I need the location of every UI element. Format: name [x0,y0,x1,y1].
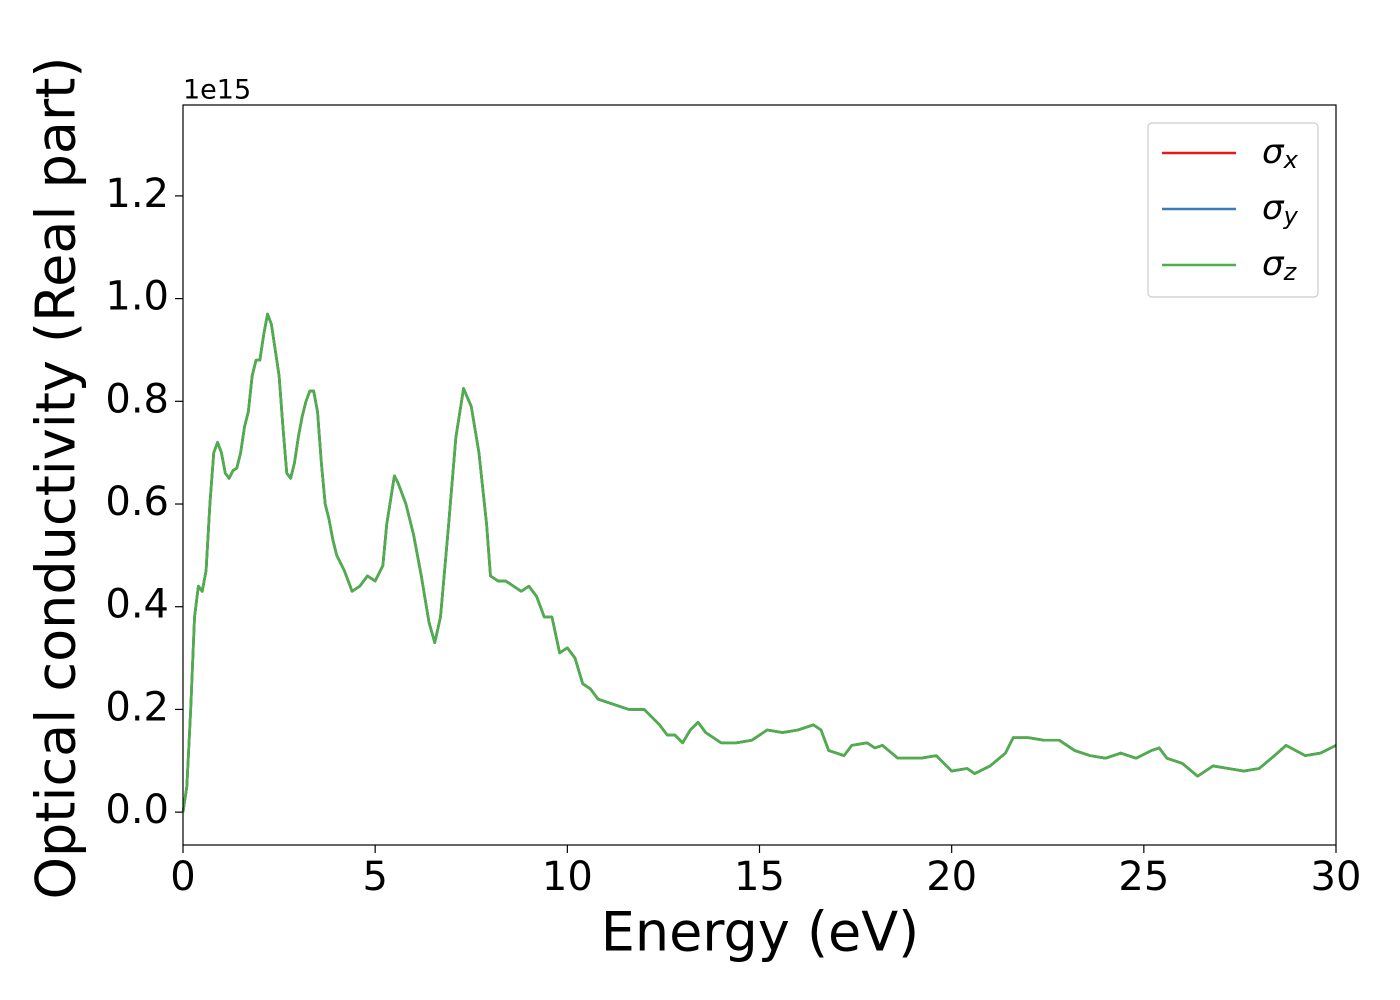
y-tick-label: 0.4 [105,582,169,628]
legend-label: σy [1262,188,1299,231]
x-tick-label: 25 [1118,854,1169,900]
x-tick-label: 5 [362,854,387,900]
y-axis-label: Optical conductivity (Real part) [25,57,88,900]
y-tick-label: 0.0 [105,787,169,833]
x-tick-label: 15 [734,854,785,900]
data-line [181,312,1337,813]
y-tick-label: 1.2 [105,171,169,217]
y-tick-label: 0.8 [105,376,169,422]
legend: σx σy σz [1147,122,1319,298]
data-line [181,312,1337,813]
offset-label: 1e15 [183,75,251,106]
x-tick-label: 10 [542,854,593,900]
y-tick-label: 0.6 [105,479,169,525]
data-line [181,312,1337,813]
legend-label: σz [1262,244,1298,287]
x-axis-label: Energy (eV) [601,901,920,964]
y-tick-label: 0.2 [105,684,169,730]
plot-frame [182,104,1337,846]
x-tick-label: 20 [926,854,977,900]
x-tick-label: 0 [170,854,195,900]
legend-label: σx [1262,132,1299,175]
y-tick-label: 1.0 [105,274,169,320]
x-tick-label: 30 [1311,854,1362,900]
